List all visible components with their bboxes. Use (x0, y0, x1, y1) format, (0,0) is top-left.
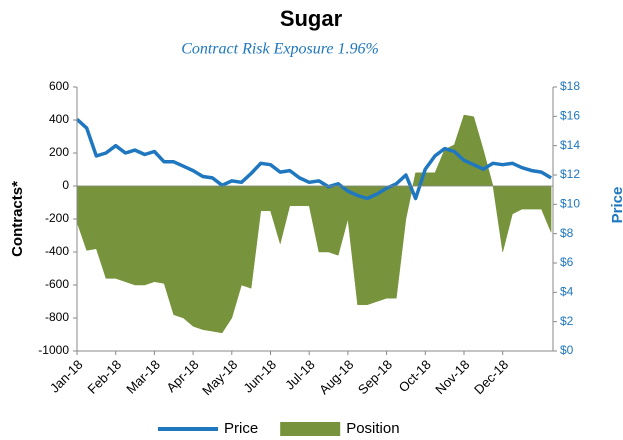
y2-tick-label: $14 (560, 138, 580, 152)
x-tick-label: Jul-18 (282, 357, 318, 393)
y-axis-label: Contracts* (9, 181, 26, 257)
x-tick-label: Feb-18 (85, 357, 125, 397)
y-tick-label: 0 (62, 178, 69, 192)
legend-label: Position (346, 420, 399, 437)
y-tick-label: 200 (49, 145, 69, 159)
y2-tick-label: $10 (560, 197, 580, 211)
price-line (75, 118, 552, 201)
x-tick-label: Jun-18 (240, 357, 279, 396)
y-tick-label: -1000 (38, 343, 69, 357)
y-tick-label: -800 (45, 310, 69, 324)
y2-tick-label: $0 (560, 343, 574, 357)
y2-tick-label: $18 (560, 79, 580, 93)
y-tick-label: 600 (49, 79, 69, 93)
chart-subtitle: Contract Risk Exposure 1.96% (181, 41, 379, 58)
x-tick-label: Dec-18 (471, 357, 511, 397)
y-tick-label: -200 (45, 211, 69, 225)
y2-tick-label: $4 (560, 285, 574, 299)
x-tick-label: Sep-18 (355, 357, 395, 397)
chart-title: Sugar (280, 6, 343, 31)
y-tick-label: -400 (45, 244, 69, 258)
x-tick-label: Mar-18 (123, 357, 163, 397)
x-tick-label: Oct-18 (396, 357, 434, 395)
x-tick-label: Apr-18 (163, 357, 201, 395)
legend-key (280, 422, 341, 436)
x-tick-label: Aug-18 (316, 357, 356, 397)
y2-tick-label: $12 (560, 167, 580, 181)
x-tick-label: Jan-18 (47, 357, 86, 396)
y-tick-label: -600 (45, 277, 69, 291)
legend-label: Price (224, 420, 258, 437)
x-tick-label: May-18 (199, 357, 240, 398)
y-tick-label: 400 (49, 112, 69, 126)
y2-tick-label: $16 (560, 109, 580, 123)
y2-tick-label: $2 (560, 314, 574, 328)
y2-axis-label: Price (609, 187, 623, 224)
y2-tick-label: $8 (560, 226, 574, 240)
x-tick-label: Nov-18 (432, 357, 472, 397)
y2-tick-label: $6 (560, 255, 574, 269)
position-area (76, 114, 552, 334)
